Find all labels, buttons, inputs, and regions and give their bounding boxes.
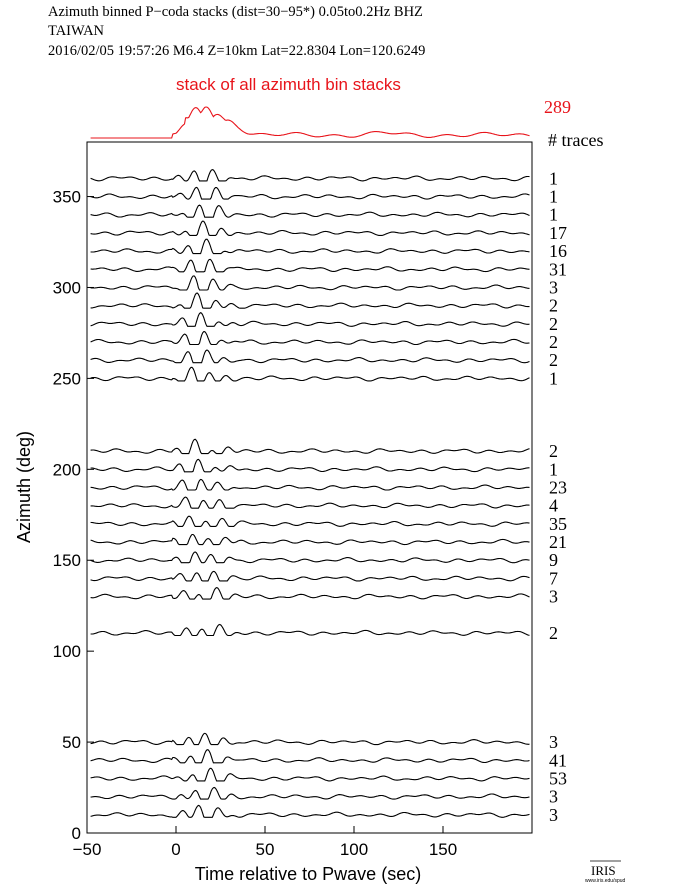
trace-line xyxy=(90,438,530,455)
trace-count-header: # traces xyxy=(548,130,603,150)
trace-count-label: 1 xyxy=(549,168,558,188)
y-tick-label: 200 xyxy=(53,460,81,479)
trace-line xyxy=(90,204,530,218)
trace-line xyxy=(90,366,530,382)
trace-line xyxy=(90,238,530,255)
trace-line xyxy=(90,331,530,346)
y-tick-label: 250 xyxy=(53,369,81,388)
y-tick-label: 0 xyxy=(72,824,81,843)
y-tick-label: 350 xyxy=(53,188,81,207)
trace-line xyxy=(90,312,530,327)
trace-count-label: 31 xyxy=(549,259,567,279)
x-axis-label: Time relative to Pwave (sec) xyxy=(195,864,421,884)
trace-line xyxy=(90,732,530,746)
trace-count-label: 3 xyxy=(549,732,558,752)
trace-line xyxy=(90,258,530,273)
y-tick-label: 150 xyxy=(53,551,81,570)
trace-line xyxy=(90,586,530,600)
y-axis-label: Azimuth (deg) xyxy=(14,431,34,543)
trace-count-label: 2 xyxy=(549,314,558,334)
trace-line xyxy=(90,186,530,200)
trace-count-label: 17 xyxy=(549,223,567,243)
trace-line xyxy=(90,749,530,764)
trace-count-label: 35 xyxy=(549,514,567,534)
trace-line xyxy=(90,168,530,182)
iris-logo-text: IRIS xyxy=(591,863,616,878)
trace-line xyxy=(90,515,530,527)
trace-count-label: 2 xyxy=(549,623,558,643)
x-tick-label: 50 xyxy=(256,840,275,859)
trace-count-label: 3 xyxy=(549,787,558,807)
header-title: Azimuth binned P−coda stacks (dist=30−95… xyxy=(48,4,423,20)
trace-count-label: 41 xyxy=(549,750,567,770)
trace-line xyxy=(90,292,530,309)
header-region: TAIWAN xyxy=(48,23,105,39)
x-tick-label: 150 xyxy=(429,840,457,859)
trace-count-label: 3 xyxy=(549,587,558,607)
trace-line xyxy=(90,349,530,364)
trace-count-label: 3 xyxy=(549,277,558,297)
y-tick-label: 300 xyxy=(53,278,81,297)
iris-logo-url: www.iris.edu/spud xyxy=(585,878,626,884)
trace-count-label: 2 xyxy=(549,441,558,461)
trace-count-label: 1 xyxy=(549,459,558,479)
trace-count-label: 2 xyxy=(549,296,558,316)
trace-line xyxy=(90,458,530,473)
y-tick-label: 50 xyxy=(62,733,81,752)
trace-line xyxy=(90,804,530,818)
trace-line xyxy=(90,496,530,509)
trace-count-label: 2 xyxy=(549,332,558,352)
trace-count-label: 3 xyxy=(549,805,558,825)
trace-line xyxy=(90,623,530,637)
trace-count-label: 1 xyxy=(549,205,558,225)
trace-line xyxy=(90,220,530,236)
trace-count-label: 2 xyxy=(549,350,558,370)
trace-line xyxy=(90,533,530,546)
trace-count-label: 1 xyxy=(549,368,558,388)
trace-count-label: 16 xyxy=(549,241,567,261)
y-tick-label: 100 xyxy=(53,642,81,661)
trace-count-label: 21 xyxy=(549,532,567,552)
summary-stack-line xyxy=(90,106,530,139)
trace-line xyxy=(90,551,530,564)
trace-line xyxy=(90,478,530,491)
trace-count-label: 53 xyxy=(549,768,567,788)
trace-count-label: 4 xyxy=(549,496,558,516)
trace-count-label: 7 xyxy=(549,568,558,588)
summary-stack-count: 289 xyxy=(544,97,571,117)
trace-line xyxy=(90,767,530,782)
trace-line xyxy=(90,275,530,291)
plot-frame xyxy=(86,141,533,834)
trace-count-label: 23 xyxy=(549,478,567,498)
trace-count-label: 9 xyxy=(549,550,558,570)
header-event: 2016/02/05 19:57:26 M6.4 Z=10km Lat=22.8… xyxy=(48,43,425,59)
summary-stack-label: stack of all azimuth bin stacks xyxy=(176,75,401,94)
x-tick-label: 0 xyxy=(171,840,180,859)
trace-line xyxy=(90,570,530,582)
x-tick-label: 100 xyxy=(340,840,368,859)
trace-line xyxy=(90,786,530,800)
trace-count-label: 1 xyxy=(549,187,558,207)
x-tick-label: −50 xyxy=(73,840,102,859)
iris-logo: IRIS www.iris.edu/spud xyxy=(585,860,626,884)
